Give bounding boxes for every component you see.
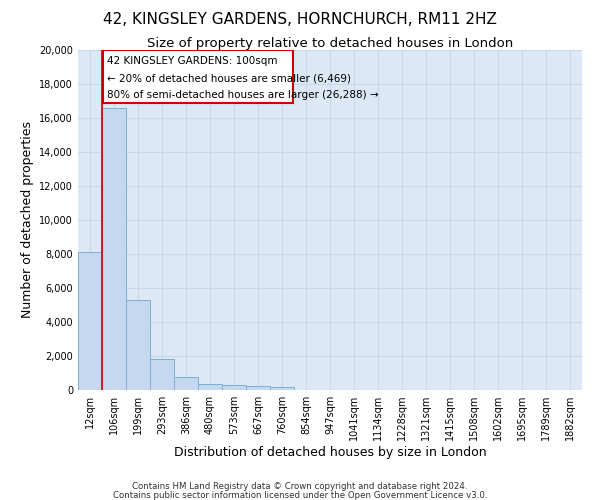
Bar [78, 252, 102, 390]
Title: Size of property relative to detached houses in London: Size of property relative to detached ho… [147, 37, 513, 50]
Bar [102, 108, 126, 390]
Text: ← 20% of detached houses are smaller (6,469): ← 20% of detached houses are smaller (6,… [107, 74, 351, 84]
Text: 42 KINGSLEY GARDENS: 100sqm: 42 KINGSLEY GARDENS: 100sqm [107, 56, 277, 66]
Bar [126, 300, 150, 390]
Bar [174, 378, 198, 390]
Text: 80% of semi-detached houses are larger (26,288) →: 80% of semi-detached houses are larger (… [107, 90, 379, 100]
Bar [198, 384, 222, 390]
Text: Contains HM Land Registry data © Crown copyright and database right 2024.: Contains HM Land Registry data © Crown c… [132, 482, 468, 491]
Bar [246, 386, 270, 390]
Bar [270, 386, 294, 390]
Bar [222, 386, 246, 390]
Text: Contains public sector information licensed under the Open Government Licence v3: Contains public sector information licen… [113, 490, 487, 500]
FancyBboxPatch shape [103, 50, 293, 102]
X-axis label: Distribution of detached houses by size in London: Distribution of detached houses by size … [173, 446, 487, 459]
Text: 42, KINGSLEY GARDENS, HORNCHURCH, RM11 2HZ: 42, KINGSLEY GARDENS, HORNCHURCH, RM11 2… [103, 12, 497, 28]
Y-axis label: Number of detached properties: Number of detached properties [21, 122, 34, 318]
Bar [150, 358, 174, 390]
